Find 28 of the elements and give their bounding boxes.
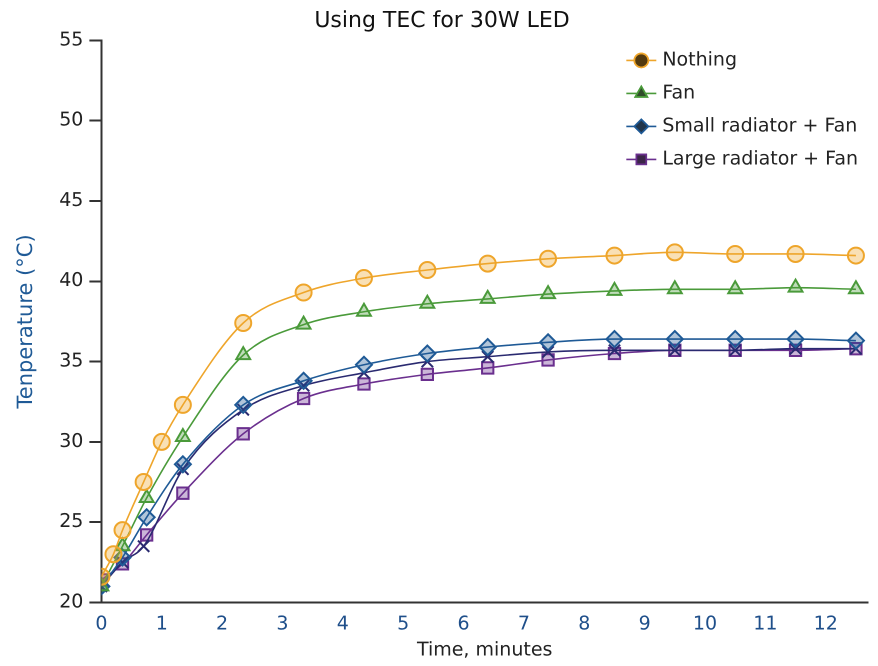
x-tick-label: 12 bbox=[814, 612, 838, 635]
x-tick-label: 6 bbox=[458, 612, 470, 635]
x-tick-label: 11 bbox=[753, 612, 778, 635]
legend-label: Small radiator + Fan bbox=[662, 114, 858, 136]
y-axis-title: Tenperature (°C) bbox=[13, 234, 38, 410]
x-tick-label: 10 bbox=[692, 612, 718, 635]
x-tick-label: 3 bbox=[276, 612, 289, 635]
legend-label: Fan bbox=[662, 81, 696, 104]
legend-label: Large radiator + Fan bbox=[662, 147, 858, 170]
y-tick-label: 45 bbox=[59, 188, 84, 211]
chart-title: Using TEC for 30W LED bbox=[314, 8, 570, 33]
x-tick-label: 9 bbox=[638, 612, 651, 635]
x-tick-label: 7 bbox=[518, 612, 530, 635]
x-tick-label: 1 bbox=[156, 612, 168, 635]
x-axis-title: Time, minutes bbox=[416, 638, 552, 661]
legend-label: Nothing bbox=[662, 48, 738, 70]
y-tick-label: 35 bbox=[59, 349, 84, 372]
y-tick-label: 25 bbox=[59, 510, 84, 532]
x-tick-label: 5 bbox=[397, 612, 410, 635]
y-tick-label: 55 bbox=[59, 28, 84, 50]
y-tick-label: 50 bbox=[59, 108, 84, 131]
x-tick-label: 8 bbox=[578, 612, 590, 635]
x-tick-label: 4 bbox=[336, 612, 349, 635]
y-tick-label: 20 bbox=[59, 590, 84, 612]
y-tick-label: 40 bbox=[59, 269, 84, 292]
x-tick-label: 0 bbox=[95, 612, 108, 635]
x-tick-label: 2 bbox=[216, 612, 228, 635]
y-tick-label: 30 bbox=[59, 430, 84, 452]
